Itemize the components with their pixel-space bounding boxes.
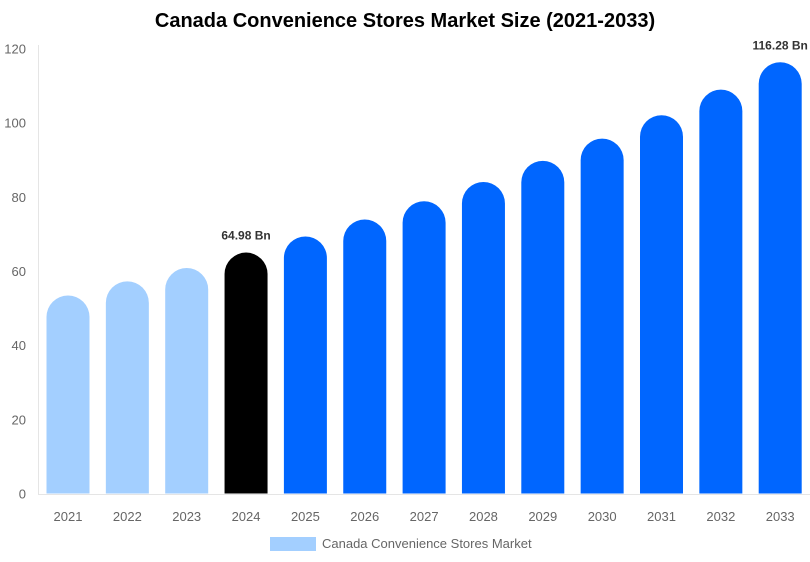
y-tick-label: 40 [12,338,26,353]
data-label: 64.98 Bn [221,229,270,243]
bar-2027 [402,201,446,494]
x-tick-label: 2029 [528,509,557,524]
bar-2021 [46,295,90,494]
y-tick-label: 120 [4,42,26,57]
bar-2033 [758,62,802,494]
y-tick-label: 20 [12,412,26,427]
x-tick-label: 2025 [291,509,320,524]
x-tick-label: 2024 [232,509,261,524]
bar-2024 [224,252,268,494]
x-tick-label: 2032 [706,509,735,524]
x-tick-label: 2026 [350,509,379,524]
chart-title: Canada Convenience Stores Market Size (2… [154,10,656,32]
legend-label: Canada Convenience Stores Market [322,536,532,551]
x-tick-label: 2033 [766,509,795,524]
bar-2032 [699,89,743,494]
x-tick-label: 2028 [469,509,498,524]
bar-2030 [580,138,624,494]
bar-2023 [165,268,209,494]
bar-2029 [521,160,565,494]
legend[interactable]: Canada Convenience Stores Market [270,536,532,551]
bar-2026 [343,219,387,494]
x-tick-label: 2030 [588,509,617,524]
y-tick-label: 60 [12,264,26,279]
y-tick-label: 100 [4,116,26,131]
x-tick-label: 2027 [410,509,439,524]
x-tick-label: 2031 [647,509,676,524]
x-tick-label: 2021 [54,509,83,524]
y-tick-label: 0 [19,487,26,502]
data-label: 116.28 Bn [753,38,808,52]
bar-2028 [461,182,505,494]
x-tick-label: 2022 [113,509,142,524]
bar-2025 [283,236,327,494]
y-tick-label: 80 [12,190,26,205]
bar-2031 [640,115,683,494]
bar-2022 [105,281,149,494]
x-tick-label: 2023 [172,509,201,524]
legend-swatch [270,536,316,551]
